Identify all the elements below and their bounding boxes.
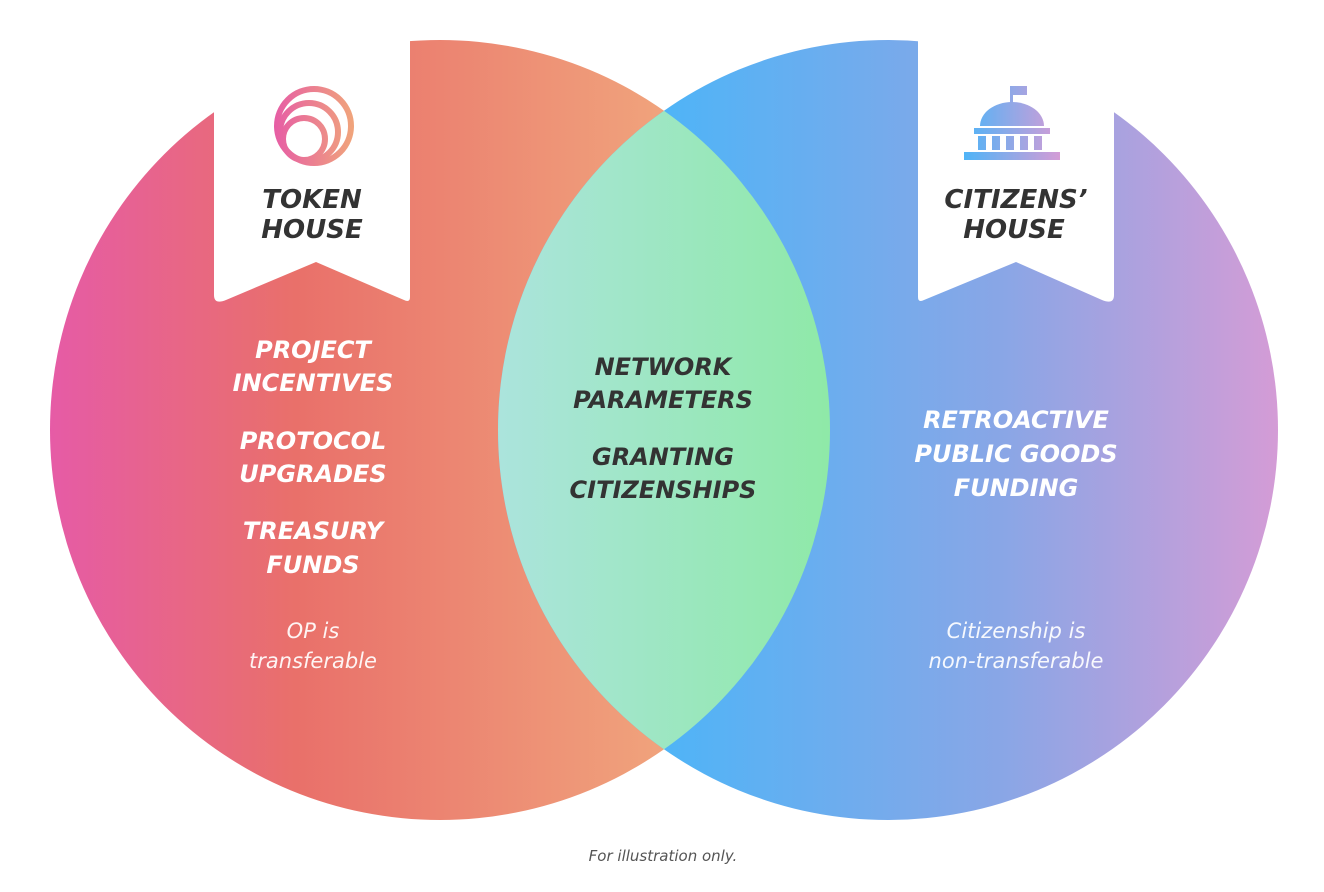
token-item-1-line2: INCENTIVES xyxy=(233,369,394,397)
token-item-3-line1: TREASURY xyxy=(243,517,386,545)
shared-item-2-line2: CITIZENSHIPS xyxy=(570,476,757,504)
citizens-house-title-line1: CITIZENS’ xyxy=(944,185,1087,215)
citizen-item-1-line1: RETROACTIVE xyxy=(923,406,1109,434)
citizens-house-banner xyxy=(918,20,1114,302)
shared-item-2-line1: GRANTING xyxy=(592,443,734,471)
token-note-line1: OP is xyxy=(287,619,340,643)
token-item-3-line2: FUNDS xyxy=(266,551,359,579)
token-house-title-line2: HOUSE xyxy=(261,215,363,245)
citizen-item-1-line2: PUBLIC GOODS xyxy=(914,440,1117,468)
shared-item-1-line2: PARAMETERS xyxy=(573,386,753,414)
capitol-building-icon xyxy=(964,86,1060,160)
overlap-region xyxy=(498,40,830,820)
token-house-note: OP is transferable xyxy=(249,619,377,673)
citizen-note-line2: non-transferable xyxy=(929,649,1104,673)
illustration-footnote: For illustration only. xyxy=(589,847,738,865)
token-item-2-line1: PROTOCOL xyxy=(240,427,387,455)
token-note-line2: transferable xyxy=(249,649,377,673)
citizen-item-1-line3: FUNDING xyxy=(954,474,1079,502)
shared-items: NETWORK PARAMETERS GRANTING CITIZENSHIPS xyxy=(570,353,757,504)
token-rings-icon xyxy=(274,86,354,166)
token-house-items: PROJECT INCENTIVES PROTOCOL UPGRADES TRE… xyxy=(233,336,394,579)
citizens-house-title-line2: HOUSE xyxy=(963,215,1065,245)
shared-item-1-line1: NETWORK xyxy=(595,353,734,381)
token-item-2-line2: UPGRADES xyxy=(239,460,386,488)
citizen-note-line1: Citizenship is xyxy=(947,619,1086,643)
citizens-house-items: RETROACTIVE PUBLIC GOODS FUNDING xyxy=(914,406,1117,502)
token-house-title-line1: TOKEN xyxy=(262,185,362,215)
token-item-1-line1: PROJECT xyxy=(255,336,372,364)
citizens-house-note: Citizenship is non-transferable xyxy=(929,619,1104,673)
